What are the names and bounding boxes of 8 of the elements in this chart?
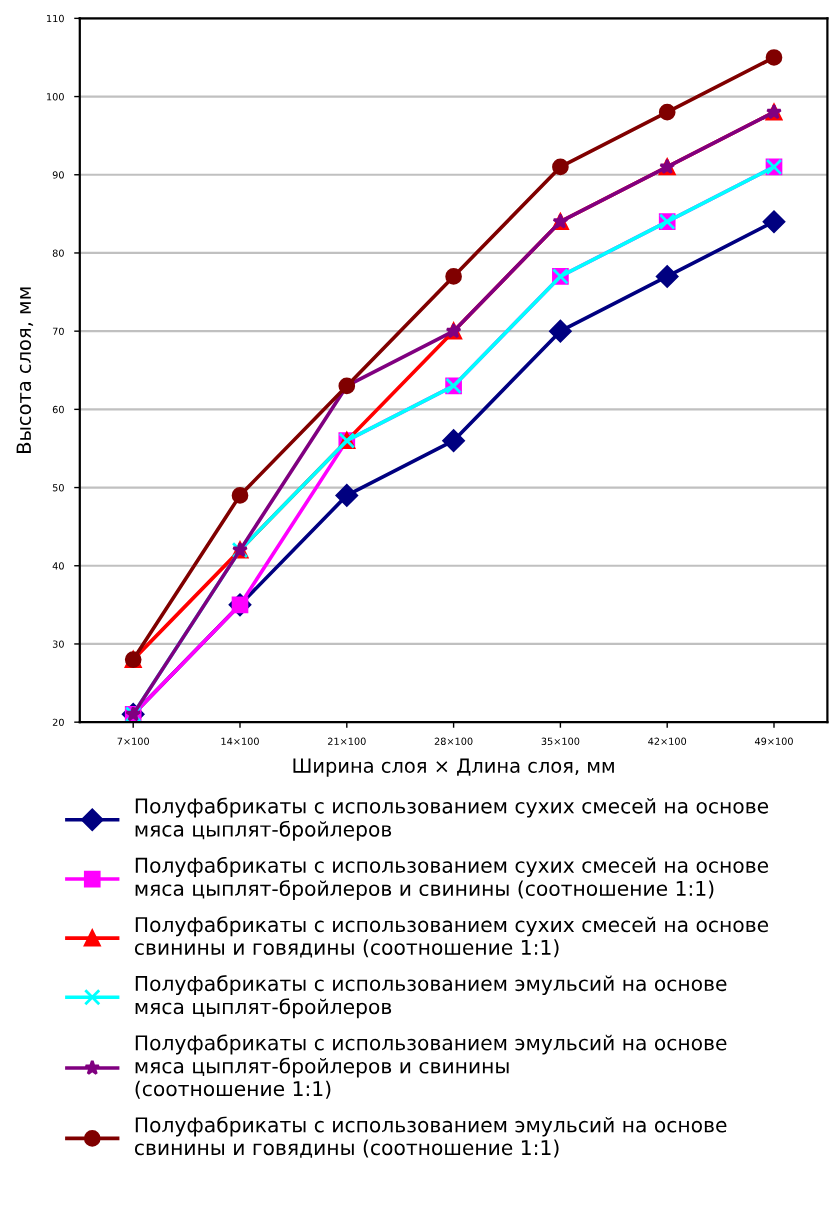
y-axis-title: Высота слоя, мм xyxy=(16,287,34,453)
legend-label: Полуфабрикаты с использованием сухих смесей на основе свинины и говядины (соотношение 1:1) xyxy=(134,916,769,958)
legend-label: Полуфабрикаты с использованием эмульсий на основе мяса цыплят-бройлеров xyxy=(135,975,727,1019)
legend-label: Полуфабрикаты с использованием сухих смесей на основе мяса цыплят-бройлеров и свинины (соотношение 1:1) xyxy=(135,856,769,900)
legend-label: Полуфабрикаты с использованием сухих смесей на основе мяса цыплят-бройлеров xyxy=(135,797,769,841)
legend-label: Полуфабрикаты с использованием эмульсий на основе свинины и говядины (соотношение 1:1) xyxy=(134,1116,727,1158)
legend-label: Полуфабрикаты с использованием эмульсий на основе мяса цыплят-бройлеров и свинины (соотношение 1:1) xyxy=(135,1034,727,1099)
x-axis-title: Ширина слоя × Длина слоя, мм xyxy=(293,758,614,777)
